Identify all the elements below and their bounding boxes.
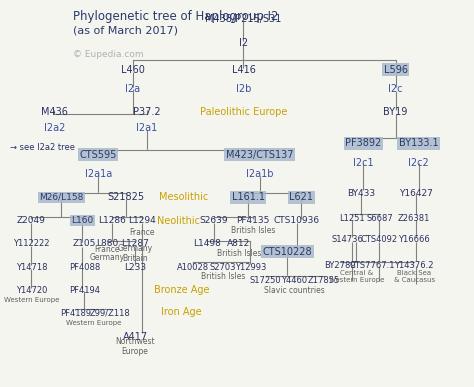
Text: Z105: Z105 (73, 239, 96, 248)
Text: L880: L880 (96, 239, 118, 248)
Text: BY19: BY19 (383, 107, 408, 117)
Text: S2639: S2639 (199, 216, 228, 225)
Text: BY433: BY433 (347, 189, 375, 198)
Text: M26/L158: M26/L158 (39, 193, 83, 202)
Text: I2c: I2c (388, 84, 403, 94)
Text: S2703: S2703 (210, 262, 236, 272)
Text: Iron Age: Iron Age (161, 307, 201, 317)
Text: British Isles: British Isles (217, 249, 261, 258)
Text: CTS4092: CTS4092 (361, 235, 398, 245)
Text: L160: L160 (71, 216, 93, 225)
Text: L1498: L1498 (192, 239, 220, 248)
Text: S17250: S17250 (250, 276, 282, 285)
Text: P37.2: P37.2 (133, 107, 161, 117)
Text: Y112222: Y112222 (13, 239, 50, 248)
Text: A812: A812 (227, 239, 251, 248)
Text: PF4088: PF4088 (69, 262, 100, 272)
Text: © Eupedia.com: © Eupedia.com (73, 50, 144, 59)
Text: CTS10936: CTS10936 (273, 216, 319, 225)
Text: Western Europe: Western Europe (66, 320, 121, 326)
Text: Z26381: Z26381 (398, 214, 430, 223)
Text: L161.1: L161.1 (232, 192, 264, 202)
Text: I2: I2 (239, 38, 248, 48)
Text: British Isles: British Isles (201, 272, 245, 281)
Text: L621: L621 (289, 192, 313, 202)
Text: I2b: I2b (236, 84, 251, 94)
Text: M423/CTS137: M423/CTS137 (226, 150, 293, 160)
Text: Y14376.2: Y14376.2 (394, 260, 434, 270)
Text: CTS10228: CTS10228 (263, 247, 312, 257)
Text: S6687: S6687 (366, 214, 393, 223)
Text: S21825: S21825 (108, 192, 145, 202)
Text: Mesolithic: Mesolithic (159, 192, 208, 202)
Text: CTS595: CTS595 (80, 150, 117, 160)
Text: I2a1a: I2a1a (85, 169, 112, 179)
Text: BY133.1: BY133.1 (399, 138, 438, 148)
Text: I2a1b: I2a1b (246, 169, 273, 179)
Text: Neolithic: Neolithic (157, 216, 201, 226)
Text: L1286: L1286 (98, 216, 126, 225)
Text: Black Sea
& Caucasus: Black Sea & Caucasus (393, 270, 435, 283)
Text: I2c2: I2c2 (408, 158, 429, 168)
Text: I2a2: I2a2 (44, 123, 65, 133)
Text: Slavic countries: Slavic countries (264, 286, 325, 295)
Text: Paleolithic Europe: Paleolithic Europe (200, 107, 287, 117)
Text: PF4194: PF4194 (69, 286, 100, 295)
Text: → see I2a2 tree: → see I2a2 tree (10, 142, 75, 152)
Text: BY2789: BY2789 (325, 260, 356, 270)
Text: Germany: Germany (90, 253, 125, 262)
Text: L596: L596 (383, 65, 408, 75)
Text: Z17855: Z17855 (308, 276, 340, 285)
Text: Y14718: Y14718 (16, 262, 47, 272)
Text: Z99/Z118: Z99/Z118 (90, 309, 130, 318)
Text: I2a: I2a (125, 84, 140, 94)
Text: Western Europe: Western Europe (4, 297, 59, 303)
Text: Y12993: Y12993 (235, 262, 266, 272)
Text: Bronze Age: Bronze Age (154, 285, 209, 295)
Text: S14736: S14736 (331, 235, 363, 245)
Text: I2c1: I2c1 (353, 158, 374, 168)
Text: CTS7767.1: CTS7767.1 (350, 260, 395, 270)
Text: PF3892: PF3892 (345, 138, 382, 148)
Text: L1294: L1294 (128, 216, 156, 225)
Text: M438/P215/S31: M438/P215/S31 (205, 14, 282, 24)
Text: A10028: A10028 (177, 262, 209, 272)
Text: Y16427: Y16427 (400, 189, 433, 198)
Text: Y4460: Y4460 (281, 276, 307, 285)
Text: L460: L460 (121, 65, 145, 75)
Text: British Isles: British Isles (230, 226, 275, 235)
Text: Y16666: Y16666 (398, 235, 430, 245)
Text: PF4135: PF4135 (236, 216, 269, 225)
Text: A417: A417 (123, 332, 148, 342)
Text: Phylogenetic tree of Haplogroup I2: Phylogenetic tree of Haplogroup I2 (73, 10, 278, 23)
Text: Central &
Western Europe: Central & Western Europe (329, 270, 384, 283)
Text: France: France (95, 245, 120, 254)
Text: L233: L233 (124, 262, 146, 272)
Text: L416: L416 (232, 65, 255, 75)
Text: I2a1: I2a1 (136, 123, 157, 133)
Text: PF4189: PF4189 (60, 309, 91, 318)
Text: Z2049: Z2049 (17, 216, 46, 225)
Text: (as of March 2017): (as of March 2017) (73, 25, 178, 35)
Text: Northwest
Europe: Northwest Europe (115, 337, 155, 356)
Text: L1287: L1287 (121, 239, 149, 248)
Text: L1251: L1251 (339, 214, 365, 223)
Text: M436: M436 (41, 107, 68, 117)
Text: France: France (129, 228, 155, 237)
Text: Y14720: Y14720 (16, 286, 47, 295)
Text: Germany
Britain: Germany Britain (118, 244, 153, 263)
